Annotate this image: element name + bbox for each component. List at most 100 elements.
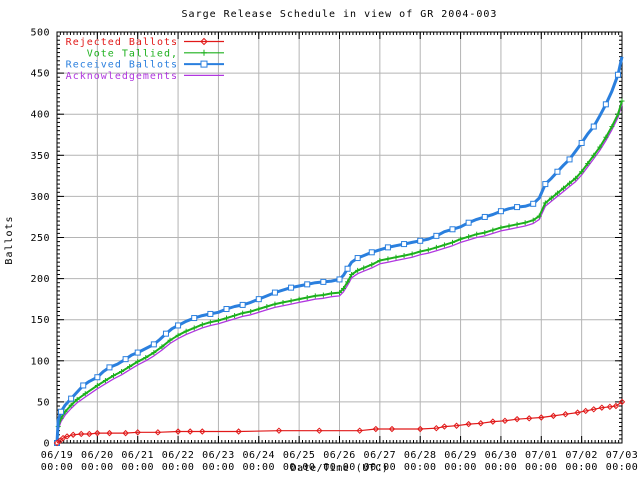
diamond-marker [453, 422, 460, 429]
diamond-marker [501, 417, 509, 425]
x-tick-label-date: 07/01 [525, 450, 558, 461]
square-marker [344, 265, 351, 272]
y-tick-label: 100 [30, 356, 50, 367]
diamond-marker [441, 423, 448, 430]
x-tick-label-time: 00:00 [81, 462, 114, 473]
y-tick-label: 400 [30, 110, 50, 121]
x-tick-label-time: 00:00 [242, 462, 275, 473]
diamond-marker [477, 420, 484, 427]
square-marker [554, 168, 561, 175]
diamond-marker [106, 429, 113, 437]
diamond-marker [235, 428, 242, 435]
square-marker [94, 374, 101, 381]
diamond-marker [612, 402, 620, 410]
diamond-marker [582, 407, 589, 415]
y-tick-label: 0 [43, 439, 50, 450]
diamond-marker [606, 403, 614, 411]
legend-label: Received Ballots [66, 60, 178, 71]
square-marker [58, 408, 65, 415]
x-tick-label-time: 00:00 [283, 462, 316, 473]
diamond-marker [550, 412, 557, 420]
square-marker [481, 213, 488, 220]
x-tick-label-time: 00:00 [606, 462, 639, 473]
x-tick-label-date: 06/21 [121, 450, 154, 461]
square-marker [602, 101, 609, 108]
diamond-marker [69, 431, 77, 438]
square-marker [433, 232, 440, 239]
square-marker [271, 289, 278, 296]
plot-border [56, 31, 623, 444]
diamond-marker [538, 414, 545, 421]
diamond-marker [134, 429, 141, 436]
square-marker [530, 200, 537, 207]
x-tick-label-date: 06/29 [444, 450, 477, 461]
diamond-marker [388, 425, 396, 433]
x-tick-label-date: 06/27 [364, 450, 397, 461]
square-marker [255, 296, 262, 303]
y-tick-label: 50 [37, 397, 50, 408]
square-marker [336, 276, 343, 283]
y-tick-label: 450 [30, 69, 50, 80]
x-tick-label-date: 06/25 [283, 450, 316, 461]
square-marker [497, 208, 504, 215]
x-tick-label-time: 00:00 [323, 462, 356, 473]
square-marker [175, 322, 182, 329]
diamond-marker [562, 411, 569, 418]
diamond-marker [513, 415, 521, 423]
square-marker [614, 71, 621, 78]
x-tick-label-date: 06/22 [162, 450, 195, 461]
square-marker [200, 60, 208, 68]
y-tick-label: 250 [30, 233, 50, 244]
diamond-marker [372, 425, 380, 433]
x-tick-label-time: 00:00 [485, 462, 518, 473]
x-tick-label-time: 00:00 [41, 462, 74, 473]
x-tick-label-time: 00:00 [162, 462, 195, 473]
diamond-marker [489, 418, 497, 425]
square-marker [106, 364, 113, 371]
x-tick-label-date: 06/24 [242, 450, 275, 461]
x-tick-label-date: 06/20 [81, 450, 114, 461]
diamond-marker [200, 37, 208, 46]
diamond-marker [525, 415, 533, 422]
diamond-marker [199, 428, 206, 435]
diamond-marker [63, 433, 71, 440]
x-tick-label-time: 00:00 [364, 462, 397, 473]
x-tick-label-date: 06/26 [323, 450, 356, 461]
diamond-marker [316, 427, 323, 434]
square-marker [449, 226, 456, 233]
legend-label: Vote Tallied, [87, 48, 178, 59]
square-marker [304, 281, 311, 288]
diamond-marker [78, 430, 85, 438]
x-tick-label-date: 06/28 [404, 450, 437, 461]
square-marker [162, 330, 169, 337]
x-tick-label-date: 06/19 [41, 450, 74, 461]
x-tick-label-date: 07/02 [565, 450, 598, 461]
diamond-marker [94, 429, 101, 437]
diamond-marker [154, 429, 162, 436]
square-marker [384, 244, 391, 251]
y-tick-label: 500 [30, 28, 50, 39]
x-tick-label-time: 00:00 [121, 462, 154, 473]
x-tick-label-date: 07/03 [606, 450, 639, 461]
square-marker [542, 181, 549, 188]
chart-title: Sarge Release Schedule in view of GR 200… [181, 9, 498, 20]
x-tick-label-time: 00:00 [565, 462, 598, 473]
x-tick-label-time: 00:00 [202, 462, 235, 473]
square-marker [354, 255, 361, 262]
x-tick-label-time: 00:00 [525, 462, 558, 473]
square-marker [80, 382, 87, 389]
square-marker [122, 356, 129, 363]
diamond-marker [86, 430, 93, 438]
series-line-acknowledgements [56, 104, 623, 444]
x-axis-label: Date/Time (UTC) [290, 463, 389, 474]
diamond-marker [618, 398, 626, 406]
diamond-marker [574, 409, 581, 416]
diamond-marker [186, 428, 194, 435]
diamond-marker [433, 424, 440, 432]
square-marker [239, 301, 246, 308]
diamond-marker [356, 427, 363, 434]
x-tick-label-date: 06/23 [202, 450, 235, 461]
square-marker [150, 341, 157, 348]
diamond-marker [174, 428, 182, 435]
legend-label: Rejected Ballots [66, 37, 178, 48]
